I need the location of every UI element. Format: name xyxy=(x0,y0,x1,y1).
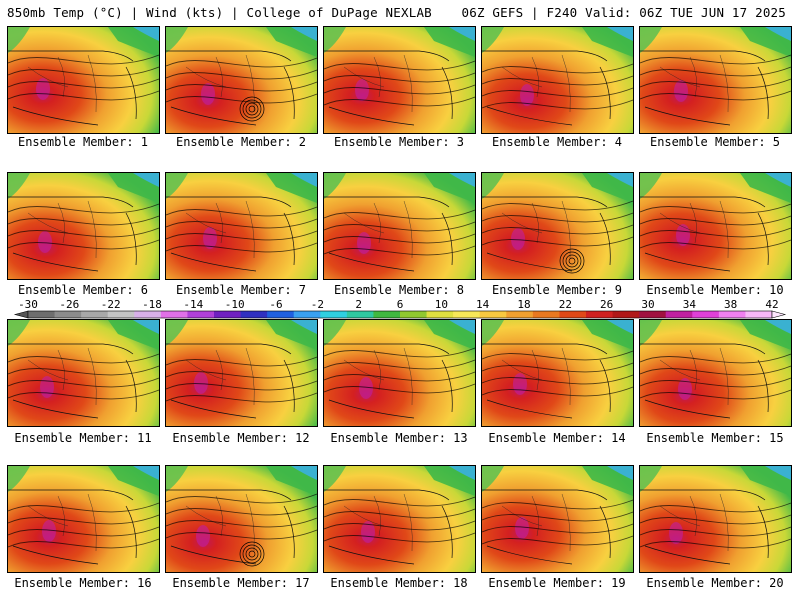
ensemble-member-label: Ensemble Member: 8 xyxy=(333,283,465,297)
colorbar-tick-label: -10 xyxy=(225,298,245,311)
colorbar-swatch xyxy=(479,311,507,318)
colorbar-tick-label: 26 xyxy=(600,298,613,311)
ensemble-member-map xyxy=(323,319,476,427)
ensemble-member-label: Ensemble Member: 12 xyxy=(172,431,310,445)
colorbar-tick-label: -30 xyxy=(18,298,38,311)
ensemble-member-map xyxy=(323,172,476,280)
colorbar-min-arrow xyxy=(13,310,29,319)
colorbar-tick-label: -6 xyxy=(269,298,282,311)
colorbar-swatch xyxy=(293,311,321,318)
colorbar-tick-label: 2 xyxy=(355,298,362,311)
run-valid-time: 06Z GEFS | F240 Valid: 06Z TUE JUN 17 20… xyxy=(461,5,786,20)
ensemble-member-map xyxy=(165,465,318,573)
ensemble-member-map xyxy=(323,26,476,134)
colorbar-tick-label: 18 xyxy=(517,298,530,311)
ensemble-member-map xyxy=(639,172,792,280)
ensemble-member-label: Ensemble Member: 14 xyxy=(488,431,626,445)
colorbar-swatch xyxy=(718,311,746,318)
colorbar-tick-label: -22 xyxy=(101,298,121,311)
ensemble-member-label: Ensemble Member: 11 xyxy=(14,431,152,445)
colorbar-swatch xyxy=(28,311,55,318)
colorbar-swatch xyxy=(532,311,560,318)
colorbar-swatch xyxy=(612,311,640,318)
ensemble-member-label: Ensemble Member: 5 xyxy=(649,135,781,149)
colorbar-swatch xyxy=(81,311,109,318)
ensemble-member-map xyxy=(639,465,792,573)
ensemble-member-label: Ensemble Member: 3 xyxy=(333,135,465,149)
colorbar-tick-label: 34 xyxy=(683,298,697,311)
ensemble-member-label: Ensemble Member: 19 xyxy=(488,576,626,590)
colorbar-tick-label: -26 xyxy=(59,298,79,311)
ensemble-member-map xyxy=(165,319,318,427)
colorbar-tick-label: 42 xyxy=(765,298,778,311)
colorbar-swatch xyxy=(240,311,268,318)
ensemble-member-map xyxy=(165,172,318,280)
colorbar-swatch xyxy=(559,311,587,318)
colorbar-swatch xyxy=(745,311,773,318)
ensemble-member-label: Ensemble Member: 4 xyxy=(491,135,623,149)
colorbar-tick-label: 10 xyxy=(435,298,448,311)
colorbar-tick-label: 30 xyxy=(641,298,654,311)
ensemble-member-map xyxy=(639,26,792,134)
colorbar-swatch xyxy=(107,311,135,318)
colorbar-swatch xyxy=(160,311,188,318)
colorbar-swatch xyxy=(586,311,613,318)
colorbar-swatch xyxy=(267,311,295,318)
colorbar-swatch xyxy=(54,311,82,318)
colorbar-tick-label: 38 xyxy=(724,298,737,311)
colorbar-swatch xyxy=(692,311,720,318)
colorbar-swatch xyxy=(320,311,348,318)
colorbar-tick-label: -2 xyxy=(311,298,324,311)
colorbar-swatch xyxy=(639,311,667,318)
ensemble-member-map xyxy=(481,465,634,573)
ensemble-member-map xyxy=(165,26,318,134)
ensemble-member-map xyxy=(7,319,160,427)
colorbar-swatch xyxy=(346,311,374,318)
ensemble-member-label: Ensemble Member: 7 xyxy=(175,283,307,297)
colorbar-max-arrow xyxy=(771,310,787,319)
ensemble-member-map xyxy=(481,26,634,134)
ensemble-member-label: Ensemble Member: 20 xyxy=(646,576,784,590)
ensemble-member-map xyxy=(7,172,160,280)
colorbar-swatch xyxy=(426,311,454,318)
ensemble-member-label: Ensemble Member: 15 xyxy=(646,431,784,445)
colorbar-tick-label: -18 xyxy=(142,298,162,311)
colorbar-tick-label: -14 xyxy=(183,298,203,311)
colorbar-tick-label: 14 xyxy=(476,298,490,311)
colorbar-swatch xyxy=(214,311,241,318)
ensemble-member-label: Ensemble Member: 2 xyxy=(175,135,307,149)
ensemble-member-map xyxy=(481,172,634,280)
colorbar-tick-label: 6 xyxy=(397,298,404,311)
ensemble-member-label: Ensemble Member: 16 xyxy=(14,576,152,590)
colorbar-tick-label: 22 xyxy=(559,298,572,311)
ensemble-member-label: Ensemble Member: 13 xyxy=(330,431,468,445)
ensemble-member-label: Ensemble Member: 9 xyxy=(491,283,623,297)
ensemble-member-map xyxy=(7,26,160,134)
colorbar-swatch xyxy=(400,311,427,318)
ensemble-member-label: Ensemble Member: 17 xyxy=(172,576,310,590)
ensemble-member-label: Ensemble Member: 10 xyxy=(646,283,784,297)
ensemble-member-map xyxy=(481,319,634,427)
ensemble-member-label: Ensemble Member: 18 xyxy=(330,576,468,590)
ensemble-member-map xyxy=(7,465,160,573)
chart-title: 850mb Temp (°C) | Wind (kts) | College o… xyxy=(7,5,432,20)
colorbar-swatch xyxy=(187,311,215,318)
ensemble-member-map xyxy=(323,465,476,573)
ensemble-member-label: Ensemble Member: 1 xyxy=(17,135,149,149)
colorbar-swatch xyxy=(665,311,693,318)
colorbar-swatch xyxy=(453,311,481,318)
colorbar-swatch xyxy=(373,311,401,318)
ensemble-member-label: Ensemble Member: 6 xyxy=(17,283,149,297)
colorbar-swatch xyxy=(506,311,534,318)
colorbar-swatch xyxy=(134,311,162,318)
temperature-colorbar: -30 -26 -22 -18 -14 -10 -6 -2 2 6 10 14 18 22 26 30 34 38… xyxy=(13,298,787,323)
ensemble-member-map xyxy=(639,319,792,427)
